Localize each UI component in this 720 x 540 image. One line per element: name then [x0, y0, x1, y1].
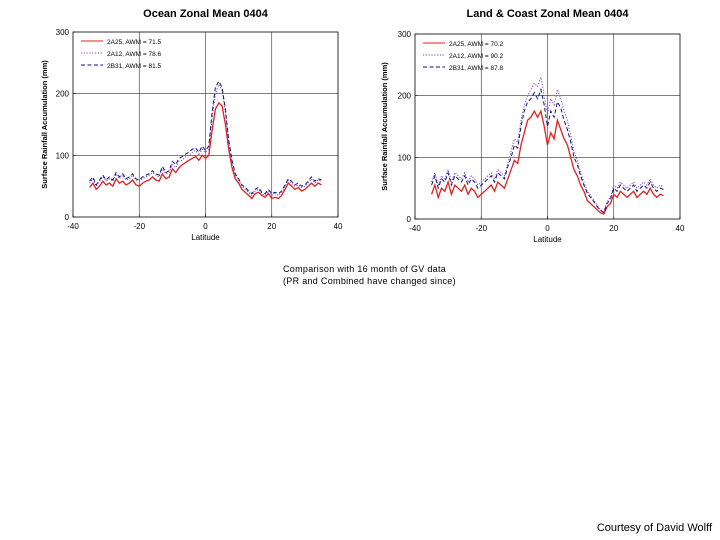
caption-line-2: (PR and Combined have changed since) [283, 276, 456, 286]
land-coast-zonal-mean-chart: Land & Coast Zonal Mean 0404 -40 -20 0 20 40 0… [380, 8, 685, 244]
land-y-axis-label: Surface Rainfall Accumulation (mm) [380, 62, 389, 191]
ocean-y-tick-label: 0 [65, 213, 70, 222]
ocean-series-2a12-line [89, 83, 322, 197]
credit-text: Courtesy of David Wolff [596, 522, 712, 534]
ocean-x-tick-label: 0 [203, 222, 208, 231]
land-legend-label-2b31: 2B31, AWM = 87.8 [449, 65, 504, 72]
figure-caption: Comparison with 16 month of GV data (PR … [283, 263, 456, 287]
ocean-zonal-mean-chart: Ocean Zonal Mean 0404 -40 -20 0 20 40 0 100 200 3… [40, 8, 343, 242]
ocean-series-2b31-line [89, 80, 322, 195]
ocean-chart-title: Ocean Zonal Mean 0404 [143, 8, 269, 20]
ocean-x-tick-label: 20 [267, 222, 276, 231]
ocean-y-tick-label: 300 [56, 28, 70, 37]
ocean-x-tick-label: -40 [67, 222, 79, 231]
ocean-x-tick-label: 40 [334, 222, 343, 231]
land-x-tick-label: -40 [409, 224, 421, 233]
land-y-tick-label: 300 [398, 30, 412, 39]
land-x-tick-label: -20 [475, 224, 487, 233]
land-y-tick-label: 0 [407, 215, 412, 224]
caption-line-1: Comparison with 16 month of GV data [283, 264, 447, 274]
land-chart-title: Land & Coast Zonal Mean 0404 [467, 8, 630, 20]
land-y-tick-label: 200 [398, 92, 412, 101]
land-y-tick-label: 100 [398, 153, 412, 162]
land-legend-label-2a12: 2A12, AWM = 90.2 [449, 53, 504, 60]
ocean-y-tick-label: 200 [56, 90, 70, 99]
land-series-2a25-line [430, 109, 664, 215]
land-x-tick-label: 0 [545, 224, 550, 233]
ocean-x-axis-label: Latitude [191, 233, 220, 242]
land-legend-label-2a25: 2A25, AWM = 70.2 [449, 41, 504, 48]
land-x-tick-label: 20 [609, 224, 618, 233]
ocean-legend-label-2b31: 2B31, AWM = 81.5 [107, 63, 162, 70]
ocean-y-tick-label: 100 [56, 151, 70, 160]
land-x-axis-label: Latitude [533, 235, 562, 244]
land-x-tick-label: 40 [676, 224, 685, 233]
land-series-2b31-line [431, 87, 664, 214]
ocean-series-2a25-line [89, 101, 322, 200]
ocean-x-tick-label: -20 [133, 222, 145, 231]
ocean-y-axis-label: Surface Rainfall Accumulation (mm) [40, 60, 49, 189]
ocean-legend-label-2a12: 2A12, AWM = 78.6 [107, 51, 162, 58]
ocean-legend-label-2a25: 2A25, AWM = 71.5 [107, 39, 162, 46]
